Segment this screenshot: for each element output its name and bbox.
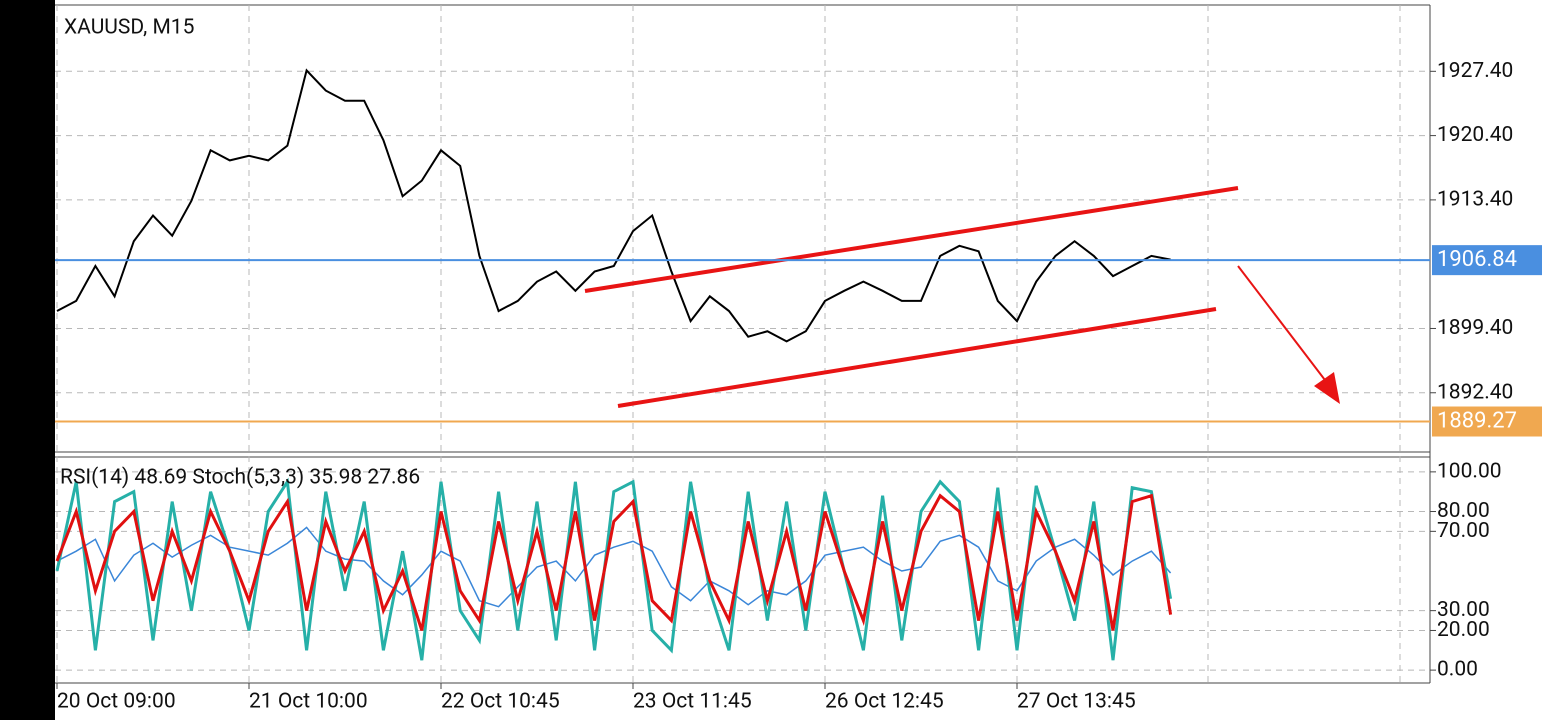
arrow (1237, 265, 1329, 385)
arrow-head (1314, 372, 1340, 404)
trend-line (617, 307, 1217, 408)
price-label-box (1432, 406, 1542, 437)
x-tick-label: 23 Oct 11:45 (633, 690, 752, 714)
series-line (55, 493, 1173, 631)
trend-line (584, 186, 1239, 293)
y-tick-label: 20.00 (1437, 618, 1490, 642)
x-tick-label: 22 Oct 10:45 (441, 690, 560, 714)
y-tick-label: 100.00 (1437, 459, 1502, 483)
y-tick-label: 70.00 (1437, 519, 1490, 543)
x-tick-label: 26 Oct 12:45 (825, 690, 944, 714)
series-line (55, 477, 1173, 661)
price-label-box (1432, 245, 1542, 276)
y-tick-label: 1892.40 (1437, 380, 1513, 404)
y-tick-label: 1899.40 (1437, 316, 1513, 340)
y-tick-label: 30.00 (1437, 598, 1490, 622)
series-line (56, 526, 1172, 608)
series-line (56, 68, 1171, 343)
y-tick-label: 1920.40 (1437, 123, 1513, 147)
indicator-title: RSI(14) 48.69 Stoch(5,3,3) 35.98 27.86 (60, 466, 420, 490)
price-label: 1889.27 (1437, 408, 1517, 433)
y-tick-label: 1927.40 (1437, 59, 1513, 83)
y-tick-label: 80.00 (1437, 499, 1490, 523)
price-label: 1906.84 (1437, 247, 1517, 272)
y-tick-label: 1913.40 (1437, 187, 1513, 211)
x-tick-label: 27 Oct 13:45 (1017, 690, 1136, 714)
chart-title: XAUUSD, M15 (64, 16, 194, 40)
x-tick-label: 21 Oct 10:00 (249, 690, 368, 714)
side-strip (0, 0, 55, 720)
x-tick-label: 20 Oct 09:00 (57, 690, 176, 714)
y-tick-label: 0.00 (1437, 658, 1478, 682)
